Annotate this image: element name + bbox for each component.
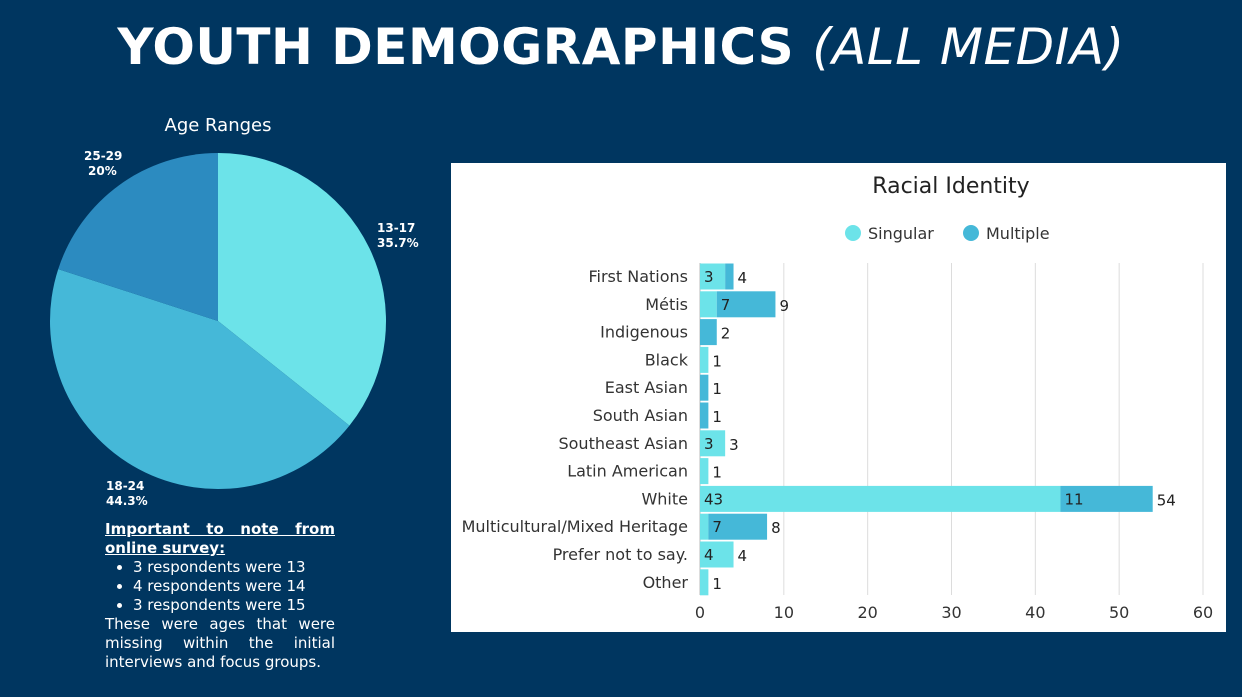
bar-total-label: 1 — [712, 380, 722, 398]
x-tick-label: 10 — [774, 603, 794, 622]
category-label: Prefer not to say. — [553, 545, 688, 564]
bar-singular-label: 43 — [704, 490, 723, 508]
category-label: Indigenous — [600, 323, 688, 342]
bar-total-label: 8 — [771, 519, 781, 537]
survey-note: Important to note from online survey: 3 … — [105, 520, 335, 672]
bar-singular-label: 3 — [704, 268, 714, 286]
pie-slice-13-17 — [218, 153, 387, 426]
category-label: First Nations — [588, 267, 688, 286]
note-heading: Important to note from online survey: — [105, 520, 335, 557]
pie-slice-label: 25-29 — [84, 149, 123, 163]
page-title: YOUTH DEMOGRAPHICS (ALL MEDIA) — [0, 18, 1242, 76]
pie-slice-25-29 — [58, 153, 218, 321]
note-item: 3 respondents were 13 — [133, 558, 335, 577]
bar-multiple — [700, 374, 709, 401]
bar-multiple-label: 7 — [721, 296, 731, 314]
bar-singular — [700, 291, 717, 318]
legend-swatch-multiple — [963, 225, 979, 241]
x-tick-label: 20 — [857, 603, 877, 622]
x-tick-label: 40 — [1025, 603, 1045, 622]
page-title-main: YOUTH DEMOGRAPHICS — [117, 18, 795, 76]
category-label: White — [641, 489, 688, 508]
pie-chart-title: Age Ranges — [164, 115, 272, 136]
pie-slice-label: 18-24 — [106, 479, 145, 493]
category-label: East Asian — [605, 378, 688, 397]
racial-identity-bar-chart: Racial Identity Singular Multiple 0 10 20 30 40… — [462, 174, 1214, 622]
category-label: Multicultural/Mixed Heritage — [462, 517, 688, 536]
pie-slice-percent: 35.7% — [377, 236, 419, 250]
bar-singular — [700, 458, 709, 485]
bar-singular — [700, 513, 709, 540]
bar-multiple — [1060, 485, 1153, 512]
bar-total-label: 9 — [779, 297, 789, 315]
bar-singular-label: 3 — [704, 435, 714, 453]
category-label: Southeast Asian — [558, 434, 688, 453]
pie-slice-percent: 44.3% — [106, 494, 148, 508]
age-ranges-pie-chart — [49, 153, 387, 490]
bar-singular — [700, 346, 709, 373]
legend-swatch-singular — [845, 225, 861, 241]
note-item: 4 respondents were 14 — [133, 577, 335, 596]
bar-total-label: 54 — [1157, 491, 1176, 509]
x-tick-label: 30 — [941, 603, 961, 622]
bar-singular — [700, 263, 726, 290]
bar-total-label: 1 — [712, 408, 722, 426]
bar-total-label: 4 — [738, 269, 748, 287]
category-label: Métis — [645, 295, 688, 314]
bar-multiple — [708, 513, 768, 540]
bar-total-label: 3 — [729, 436, 739, 454]
note-footer: These were ages that were missing within… — [105, 615, 335, 671]
pie-label-18-24: 18-24 44.3% — [106, 479, 148, 509]
pie-slice-18-24 — [49, 269, 350, 490]
x-tick-label: 0 — [695, 603, 705, 622]
bar-singular — [700, 569, 709, 596]
bar-singular — [700, 485, 1061, 512]
category-label: Latin American — [567, 462, 688, 481]
bar-total-label: 1 — [712, 575, 722, 593]
legend-label-multiple: Multiple — [986, 224, 1050, 243]
bar-total-label: 2 — [721, 325, 731, 343]
bar-total-label: 1 — [712, 464, 722, 482]
bar-multiple — [700, 319, 717, 346]
pie-slice-percent: 20% — [88, 164, 117, 178]
pie-label-25-29: 25-29 20% — [84, 149, 122, 179]
category-label: South Asian — [593, 406, 688, 425]
category-label: Black — [645, 350, 689, 369]
bar-total-label: 1 — [712, 352, 722, 370]
note-list: 3 respondents were 13 4 respondents were… — [105, 558, 335, 615]
bar-multiple — [716, 291, 776, 318]
bar-singular-label: 4 — [704, 546, 714, 564]
bar-multiple — [725, 263, 734, 290]
racial-identity-chart-panel: Racial Identity Singular Multiple 0 10 20 30 40… — [451, 163, 1226, 632]
x-tick-label: 50 — [1109, 603, 1129, 622]
x-tick-label: 60 — [1193, 603, 1213, 622]
legend-label-singular: Singular — [868, 224, 934, 243]
bar-singular — [700, 541, 734, 568]
category-label: Other — [643, 573, 689, 592]
bar-singular — [700, 430, 726, 457]
pie-label-13-17: 13-17 35.7% — [377, 221, 419, 251]
bar-multiple — [700, 402, 709, 429]
bar-total-label: 4 — [738, 547, 748, 565]
page-title-sub: (ALL MEDIA) — [812, 18, 1125, 76]
bar-multiple-label: 11 — [1064, 490, 1083, 508]
bar-multiple-label: 7 — [712, 518, 722, 536]
note-item: 3 respondents were 15 — [133, 596, 335, 615]
pie-slice-label: 13-17 — [377, 221, 416, 235]
bar-chart-title: Racial Identity — [872, 174, 1029, 199]
